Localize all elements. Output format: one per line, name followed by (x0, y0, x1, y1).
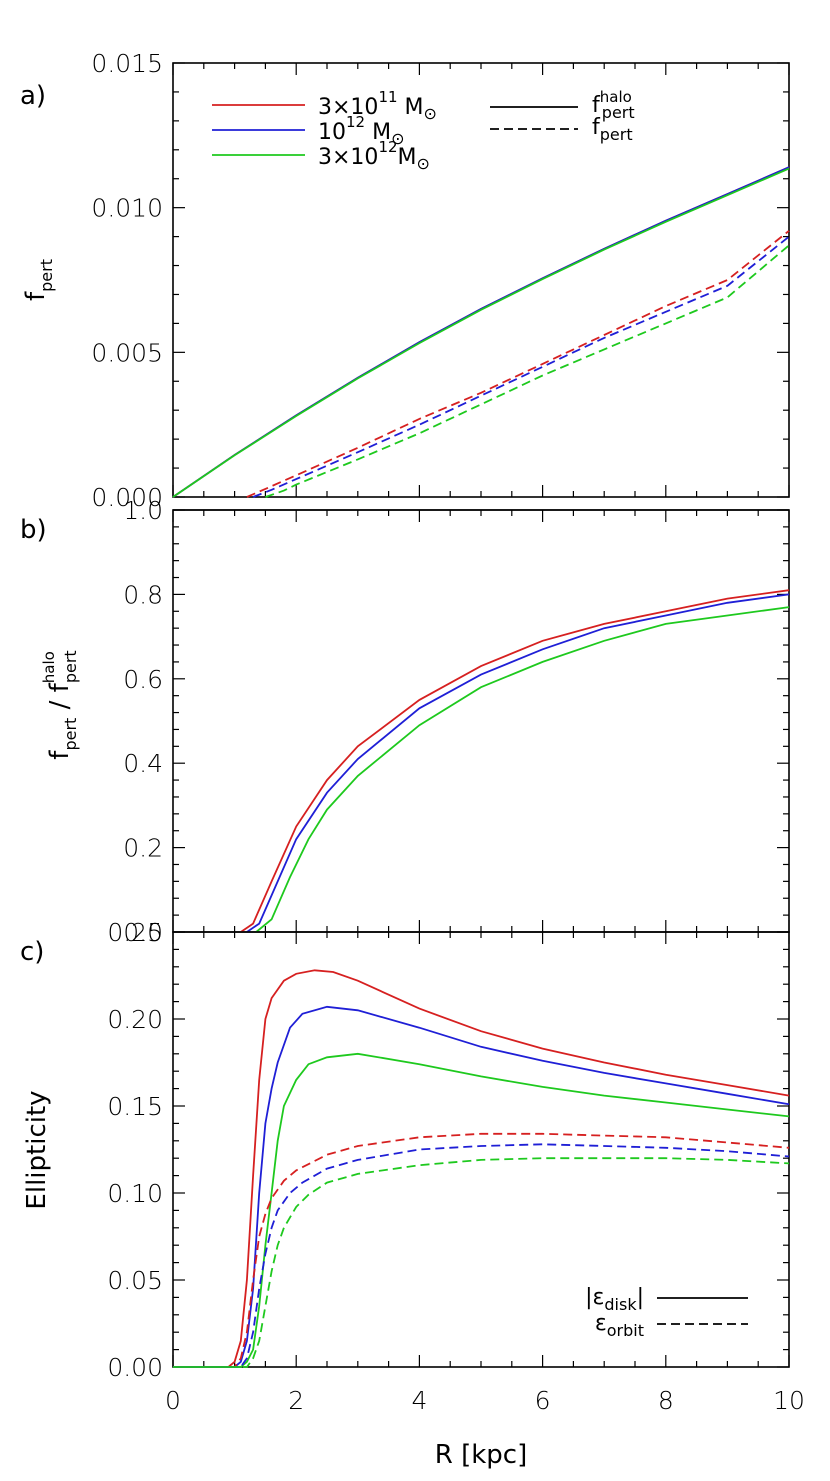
y-tick-label: 0.010 (91, 194, 163, 223)
legend-unit: M (365, 120, 391, 145)
y-axis-label-main: f (45, 750, 75, 760)
y-tick-label: 0.2 (123, 834, 163, 863)
y-tick-label: 0.10 (107, 1179, 163, 1208)
y-tick-label: 0.6 (123, 665, 163, 694)
legend-sub: orbit (607, 1321, 644, 1340)
legend-main: f (592, 93, 601, 118)
legend-sun-symbol: ⊙ (417, 154, 430, 173)
legend-label: fhalo pert (592, 88, 635, 122)
series-line (173, 969, 790, 1368)
y-tick-label: 0.0 (123, 918, 163, 947)
y-axis-label: fpert / fhalo pert (40, 650, 80, 759)
series-line (173, 1143, 790, 1368)
y-tick-label: 0.000 (91, 483, 163, 512)
y-axis-label-sup: halo (40, 651, 58, 683)
x-tick-label: 0 (165, 1386, 181, 1415)
series-line (255, 606, 790, 933)
series-line (252, 235, 790, 498)
y-axis-label-main: f (21, 291, 51, 301)
legend-main: f (592, 115, 601, 140)
series-line (246, 230, 790, 498)
x-tick-label: 2 (288, 1386, 304, 1415)
series-line (246, 593, 790, 933)
y-tick-label: 0.4 (123, 749, 163, 778)
x-tick-label: 10 (773, 1386, 805, 1415)
legend-label: 1012 M⊙ (318, 113, 404, 148)
x-tick-label: 6 (535, 1386, 551, 1415)
y-tick-label: 0.015 (91, 49, 163, 78)
legend-label: |εdisk| (585, 1285, 644, 1314)
y-tick-label: 1.0 (123, 496, 163, 525)
series-line (173, 1157, 790, 1368)
panel-label: b) (20, 515, 47, 545)
legend-exponent: 11 (378, 88, 397, 106)
legend-unit: M (398, 145, 417, 170)
legend-mantissa: 10 (318, 120, 346, 145)
y-axis-label: Ellipticity (22, 1090, 52, 1209)
legend-sub: disk (604, 1295, 637, 1314)
y-tick-label: 0.15 (107, 1092, 163, 1121)
series-line (265, 244, 790, 498)
panel-label: c) (20, 937, 44, 967)
x-axis-label: R [kpc] (435, 1440, 527, 1470)
y-axis-label-sub: pert (37, 259, 56, 292)
legend-exponent: 12 (378, 138, 397, 156)
series-line (172, 166, 790, 498)
series-line (172, 167, 790, 498)
panel-c: 0.00 0.05 0.10 0.15 0.20 0.25 0 2 4 6 8 10 c) Ellipti… (20, 918, 805, 1470)
legend-label: 3×1011 M⊙ (318, 88, 437, 123)
legend-unit: M (398, 95, 424, 120)
legend-main: |ε (585, 1285, 604, 1310)
y-axis-label-slash: / (45, 692, 75, 717)
series-line (173, 1005, 790, 1368)
legend-main: ε (595, 1311, 607, 1336)
series-line (173, 1132, 790, 1368)
legend-sub: pert (602, 103, 635, 122)
plot-frame (172, 509, 790, 933)
y-axis-label-main: f (45, 682, 75, 692)
series-line (173, 1052, 790, 1368)
legend-mantissa: 3×10 (318, 145, 378, 170)
legend-label: 3×1012M⊙ (318, 138, 430, 173)
plot-frame (172, 62, 790, 498)
y-tick-label: 0.005 (91, 338, 163, 367)
legend: |εdisk|εorbit (585, 1285, 748, 1340)
legend-sun-symbol: ⊙ (391, 129, 404, 148)
legend-exponent: 12 (346, 113, 365, 131)
legend-post: | (637, 1285, 644, 1310)
series-line (240, 589, 790, 933)
legend-sun-symbol: ⊙ (424, 104, 437, 123)
y-tick-label: 0.20 (107, 1005, 163, 1034)
legend-mantissa: 3×10 (318, 95, 378, 120)
series-line (172, 166, 790, 498)
legend-label: εorbit (595, 1311, 644, 1340)
y-tick-label: 0.8 (123, 580, 163, 609)
legend-label: fpert (592, 115, 633, 144)
y-tick-label: 0.05 (107, 1266, 163, 1295)
y-tick-label: 0.00 (107, 1353, 163, 1382)
y-axis-label: fpert (21, 259, 56, 301)
y-axis-label-sub: pert (61, 718, 80, 751)
legend-sub: pert (600, 125, 633, 144)
y-tick-label: 0.25 (107, 918, 163, 947)
x-tick-label: 4 (411, 1386, 427, 1415)
legend-sup: halo (600, 88, 632, 106)
x-tick-label: 8 (658, 1386, 674, 1415)
panel-label: a) (20, 81, 46, 111)
y-axis-label-sub: pert (61, 650, 80, 683)
panel-b: 0.00.20.40.60.81.0b)fpert / fhalo pert (20, 496, 790, 947)
